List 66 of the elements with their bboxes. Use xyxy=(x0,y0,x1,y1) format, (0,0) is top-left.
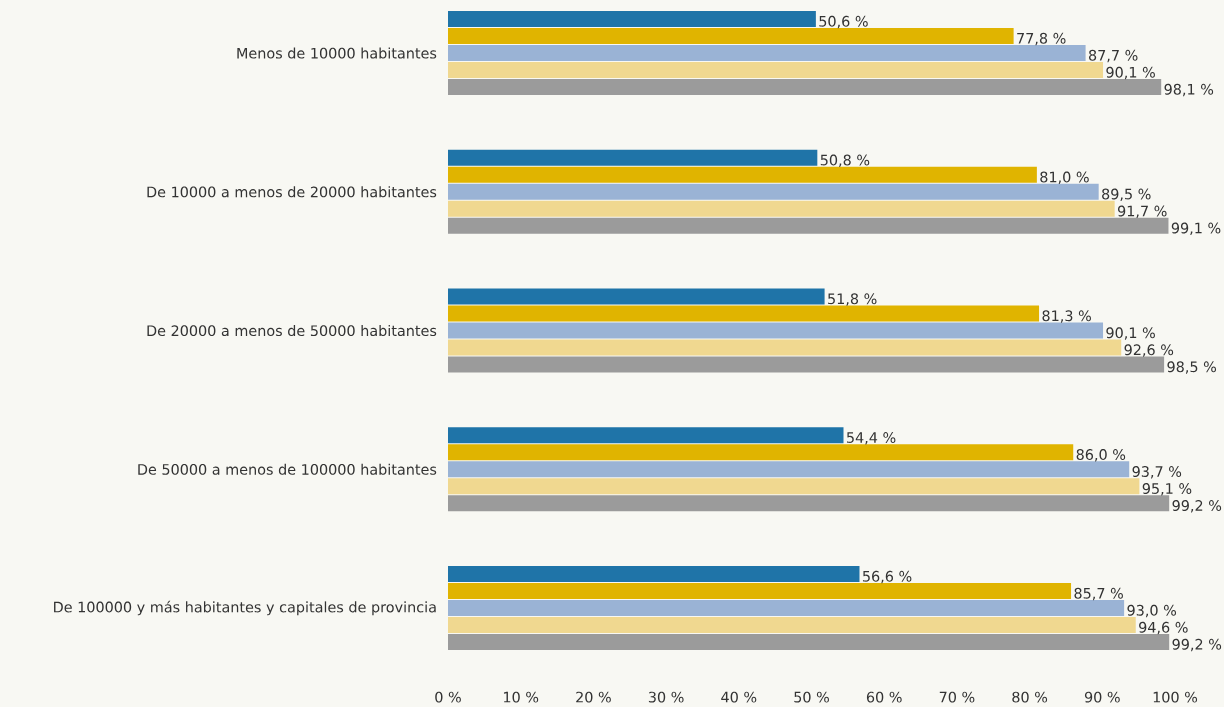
bar xyxy=(448,583,1072,600)
bar xyxy=(448,617,1136,634)
x-tick-label: 20 % xyxy=(576,691,611,703)
x-tick-label: 100 % xyxy=(1153,691,1198,703)
data-label: 99,1 % xyxy=(1171,222,1221,235)
bar xyxy=(448,566,860,583)
bar xyxy=(448,478,1140,495)
data-label: 99,2 % xyxy=(1172,500,1222,513)
data-label: 98,5 % xyxy=(1167,361,1217,374)
data-label: 50,6 % xyxy=(819,15,868,29)
bar xyxy=(448,149,818,166)
bar xyxy=(448,600,1125,617)
bar xyxy=(448,339,1122,356)
data-label: 81,0 % xyxy=(1040,171,1089,184)
bar xyxy=(448,322,1104,339)
bar xyxy=(448,288,825,305)
data-label: 90,1 % xyxy=(1106,66,1155,80)
x-tick-label: 30 % xyxy=(648,691,684,703)
bar xyxy=(448,79,1162,96)
x-tick-label: 0 % xyxy=(435,691,461,703)
data-label: 51,8 % xyxy=(828,293,877,306)
y-tick-label: De 20000 a menos de 50000 habitantes xyxy=(147,324,437,337)
x-tick-label: 50 % xyxy=(794,691,829,703)
y-tick-label: Menos de 10000 habitantes xyxy=(237,47,437,59)
data-label: 95,1 % xyxy=(1142,483,1192,496)
bar xyxy=(448,183,1099,200)
data-label: 98,1 % xyxy=(1164,83,1214,97)
x-tick-label: 80 % xyxy=(1012,691,1048,703)
data-label: 90,1 % xyxy=(1106,327,1155,340)
x-tick-label: 90 % xyxy=(1084,691,1120,703)
bar xyxy=(448,217,1169,234)
data-label: 93,0 % xyxy=(1127,604,1177,618)
data-label: 89,5 % xyxy=(1102,188,1151,201)
data-label: 91,7 % xyxy=(1117,205,1167,218)
bar xyxy=(448,28,1014,45)
bar xyxy=(448,45,1086,62)
data-label: 99,2 % xyxy=(1172,638,1222,652)
bar xyxy=(448,427,844,444)
data-label: 81,3 % xyxy=(1042,310,1091,323)
bar xyxy=(448,11,816,28)
y-tick-label: De 10000 a menos de 20000 habitantes xyxy=(147,186,437,198)
data-label: 92,6 % xyxy=(1124,344,1174,357)
data-label: 93,7 % xyxy=(1132,466,1182,479)
data-label: 94,6 % xyxy=(1139,621,1188,635)
x-tick-label: 10 % xyxy=(503,691,539,703)
x-tick-label: 70 % xyxy=(939,691,975,703)
y-tick-label: De 100000 y más habitantes y capitales de provincia xyxy=(54,600,436,616)
x-tick-label: 60 % xyxy=(866,691,902,703)
bar xyxy=(448,461,1130,478)
data-label: 54,4 % xyxy=(846,432,896,445)
bar xyxy=(448,305,1040,322)
x-tick-label: 40 % xyxy=(721,691,757,703)
bar xyxy=(448,200,1115,217)
bar xyxy=(448,444,1074,461)
data-label: 50,8 % xyxy=(820,154,870,167)
data-label: 56,6 % xyxy=(862,570,912,584)
bar xyxy=(448,166,1037,183)
bar xyxy=(448,495,1170,512)
data-label: 86,0 % xyxy=(1076,449,1126,462)
bar xyxy=(448,634,1170,651)
data-label: 77,8 % xyxy=(1017,32,1066,46)
bar xyxy=(448,62,1104,79)
bar xyxy=(448,356,1165,373)
y-tick-label: De 50000 a menos de 100000 habitantes xyxy=(138,463,437,475)
data-label: 87,7 % xyxy=(1088,49,1138,63)
data-label: 85,7 % xyxy=(1074,587,1123,601)
